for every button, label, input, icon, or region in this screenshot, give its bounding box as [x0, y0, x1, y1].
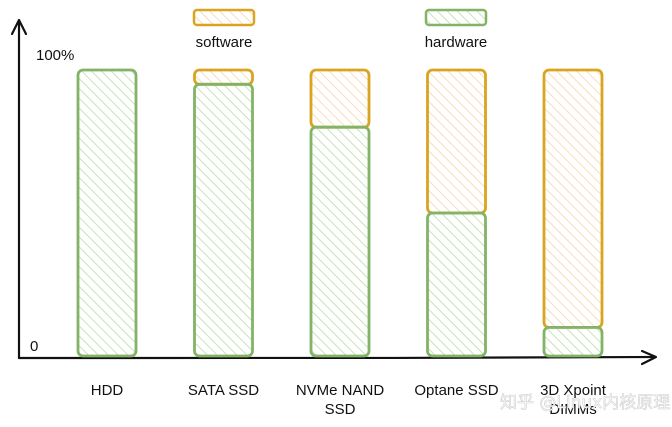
- bars: [76, 68, 604, 358]
- x-tick-label-sata-ssd: SATA SSD: [188, 382, 259, 399]
- y-axis-arrow: [10, 18, 28, 36]
- x-tick-label-hdd: HDD: [91, 382, 124, 399]
- bar-hardware-optane-ssd: [426, 211, 487, 358]
- bar-hardware-3d-xpoint-dimms: [542, 325, 604, 358]
- x-tick-label-optane-ssd: Optane SSD: [414, 382, 498, 399]
- legend-label-hardware: hardware: [425, 34, 488, 51]
- legend-label-software: software: [196, 34, 253, 51]
- bar-software-sata-ssd: [193, 68, 254, 86]
- category-labels: HDD SATA SSD NVMe NAND SSD Optane SSD 3D Xpoi…: [91, 382, 607, 418]
- bar-software-nvme-nand-ssd: [309, 68, 371, 129]
- bar-software-optane-ssd: [426, 68, 487, 215]
- y-tick-label-bottom: 0: [30, 338, 38, 355]
- bar-hardware-hdd: [76, 68, 138, 358]
- legend: software hardware: [192, 8, 488, 51]
- y-tick-label-top: 100%: [36, 47, 74, 64]
- bar-software-3d-xpoint-dimms: [542, 68, 604, 329]
- legend-swatch-software: [192, 8, 256, 27]
- axes: [10, 18, 658, 366]
- legend-swatch-hardware: [424, 8, 488, 27]
- x-axis-arrow: [640, 349, 658, 366]
- bar-hardware-nvme-nand-ssd: [309, 125, 371, 358]
- watermark-text: 知乎 @Linux内核原理: [500, 393, 670, 413]
- x-tick-label-3d-xpoint-dimms: 3D Xpoint DIMMs: [540, 382, 607, 418]
- bar-hardware-sata-ssd: [193, 82, 254, 358]
- x-tick-label-nvme-nand-ssd: NVMe NAND SSD: [296, 382, 385, 418]
- x-axis: [17, 355, 656, 360]
